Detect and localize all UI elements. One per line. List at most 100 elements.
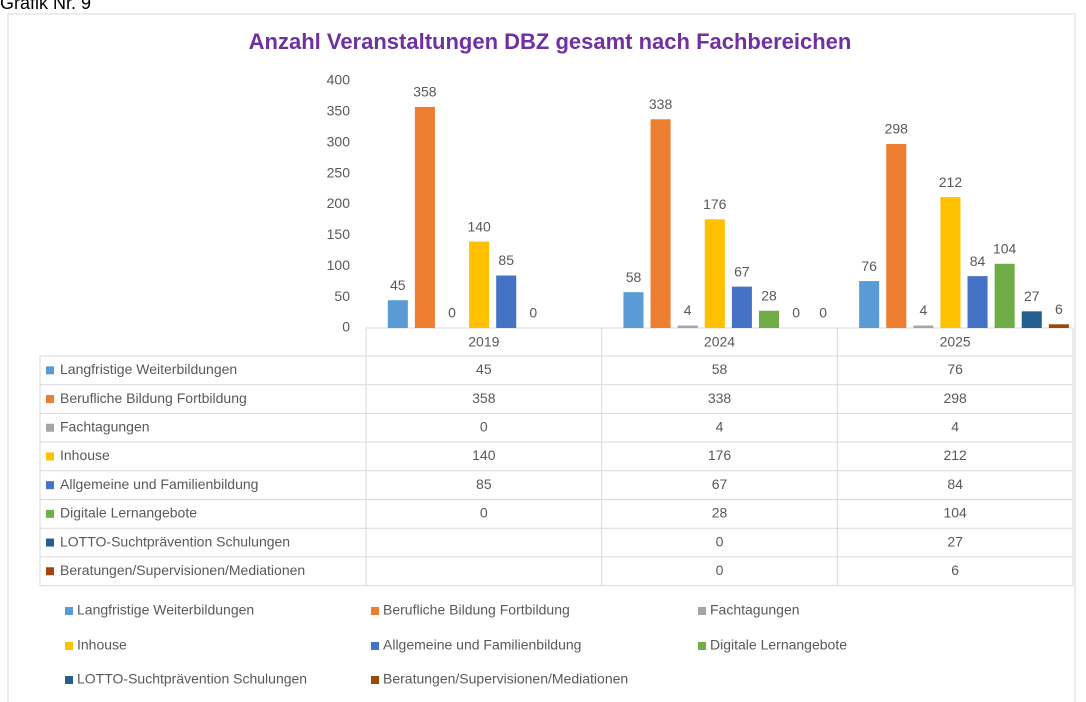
table-cell: 212 [943,447,967,463]
legend-label: Berufliche Bildung Fortbildung [383,602,570,618]
caption: Grafik Nr. 9 [0,0,91,13]
bar [859,281,880,328]
table-cell: 4 [951,418,959,434]
table-row-label: LOTTO-Suchtprävention Schulungen [60,533,290,549]
legend-key [65,607,73,615]
y-tick-label: 150 [327,226,351,242]
data-label: 0 [529,305,537,321]
legend-label: LOTTO-Suchtprävention Schulungen [77,671,307,687]
y-tick-label: 300 [327,133,351,149]
legend-key [46,423,54,432]
legend-label: Inhouse [77,637,127,653]
data-label: 176 [703,196,727,212]
legend-key [46,395,54,404]
table-cell: 45 [476,361,492,377]
data-label: 104 [993,240,1017,256]
legend-key [371,607,379,615]
bar [387,300,408,328]
table-cell: 298 [943,390,967,406]
legend-key [46,567,54,576]
data-label: 0 [819,305,827,321]
data-label: 4 [684,302,692,318]
table-cell: 338 [708,390,732,406]
data-label: 85 [498,252,514,268]
bar [886,143,907,328]
table-cell: 84 [947,476,963,492]
table-cell: 0 [716,562,724,578]
table-cell: 28 [712,505,728,521]
table-cell: 76 [947,361,963,377]
data-label: 358 [413,84,437,100]
data-label: 84 [970,253,986,269]
data-label: 6 [1055,301,1063,317]
data-label: 67 [734,263,750,279]
legend-key [46,366,54,375]
y-tick-label: 250 [327,164,351,180]
data-label: 27 [1024,288,1040,304]
data-label: 58 [626,269,642,285]
table-cell: 0 [480,505,488,521]
bar [967,276,988,328]
legend-key [698,607,706,615]
table-cell: 358 [472,390,496,406]
bar [994,263,1015,328]
data-label: 28 [761,287,777,303]
table-row-label: Beratungen/Supervisionen/Mediationen [60,562,305,578]
bar [414,106,435,328]
legend-key [371,642,379,650]
data-label: 212 [939,174,963,190]
legend-label: Beratungen/Supervisionen/Mediationen [383,671,628,687]
y-tick-label: 400 [327,72,351,88]
legend-label: Langfristige Weiterbildungen [77,602,254,618]
y-tick-label: 50 [334,288,350,304]
table-row-label: Fachtagungen [60,418,150,434]
legend-key [46,538,54,547]
x-tick-label: 2025 [940,334,971,350]
data-label: 0 [792,305,800,321]
x-tick-label: 2019 [468,334,499,350]
data-label: 76 [861,258,877,274]
table-cell: 4 [716,418,724,434]
data-label: 140 [467,218,491,234]
chart-title: Anzahl Veranstaltungen DBZ gesamt nach F… [249,29,852,54]
y-tick-label: 200 [327,195,351,211]
legend-key [698,642,706,650]
table-cell: 58 [712,361,728,377]
legend-label: Fachtagungen [710,602,800,618]
table-cell: 27 [947,533,963,549]
y-tick-label: 0 [342,319,350,335]
data-label: 45 [390,277,406,293]
table-cell: 85 [476,476,492,492]
table-row-label: Digitale Lernangebote [60,505,197,521]
table-row-label: Allgemeine und Familienbildung [60,476,258,492]
legend-key [46,481,54,490]
bar [650,119,671,328]
legend-key [65,642,73,650]
table-cell: 104 [943,505,967,521]
bar [940,197,961,328]
y-tick-label: 100 [327,257,351,273]
data-label: 338 [649,96,673,112]
table-cell: 67 [712,476,728,492]
legend-key [371,676,379,684]
bar [1021,311,1042,328]
x-tick-label: 2024 [704,334,735,350]
bar [469,241,490,328]
legend-key [46,452,54,461]
table-row-label: Langfristige Weiterbildungen [60,361,237,377]
y-tick-label: 350 [327,103,351,119]
table-row-label: Inhouse [60,447,110,463]
bar [704,219,725,328]
bar [1048,324,1069,328]
legend-label: Digitale Lernangebote [710,637,847,653]
legend-key [65,676,73,684]
table-cell: 176 [708,447,732,463]
table-cell: 0 [716,533,724,549]
bar [496,275,517,328]
table-row-label: Berufliche Bildung Fortbildung [60,390,247,406]
table-cell: 140 [472,447,496,463]
table-cell: 6 [951,562,959,578]
data-label: 0 [448,305,456,321]
bar [731,286,752,328]
